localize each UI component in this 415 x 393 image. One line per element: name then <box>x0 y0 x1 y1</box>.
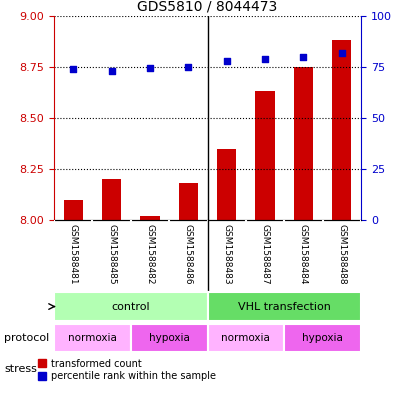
FancyBboxPatch shape <box>208 324 284 352</box>
Bar <box>179 183 198 220</box>
Point <box>223 57 230 64</box>
Bar <box>217 149 236 220</box>
Text: hypoxia: hypoxia <box>149 333 190 343</box>
Text: VHL transfection: VHL transfection <box>238 301 331 312</box>
FancyBboxPatch shape <box>54 292 208 321</box>
Text: GSM1588484: GSM1588484 <box>299 224 308 284</box>
FancyBboxPatch shape <box>54 324 131 352</box>
Text: GSM1588487: GSM1588487 <box>261 224 270 284</box>
Title: GDS5810 / 8044473: GDS5810 / 8044473 <box>137 0 278 13</box>
FancyBboxPatch shape <box>284 324 361 352</box>
Text: GSM1588482: GSM1588482 <box>145 224 154 284</box>
Text: GSM1588481: GSM1588481 <box>68 224 78 284</box>
Point <box>70 66 76 72</box>
Text: GSM1588486: GSM1588486 <box>184 224 193 284</box>
Text: GSM1588488: GSM1588488 <box>337 224 347 284</box>
Text: stress: stress <box>4 364 37 375</box>
Bar <box>256 91 275 220</box>
Text: GSM1588485: GSM1588485 <box>107 224 116 284</box>
Text: normoxia: normoxia <box>222 333 270 343</box>
FancyBboxPatch shape <box>131 324 208 352</box>
Text: control: control <box>111 301 150 312</box>
Bar <box>140 216 159 220</box>
Text: GSM1588483: GSM1588483 <box>222 224 231 284</box>
Bar <box>102 179 121 220</box>
Point <box>108 68 115 74</box>
Bar <box>332 40 352 220</box>
Point <box>262 55 269 62</box>
Bar <box>294 67 313 220</box>
Point <box>339 50 345 56</box>
Bar <box>63 200 83 220</box>
Point <box>300 53 307 60</box>
Point <box>185 64 192 70</box>
Legend: transformed count, percentile rank within the sample: transformed count, percentile rank withi… <box>38 358 216 382</box>
Text: normoxia: normoxia <box>68 333 117 343</box>
Text: protocol: protocol <box>4 333 49 343</box>
Text: hypoxia: hypoxia <box>302 333 343 343</box>
Point <box>146 65 153 71</box>
FancyBboxPatch shape <box>208 292 361 321</box>
